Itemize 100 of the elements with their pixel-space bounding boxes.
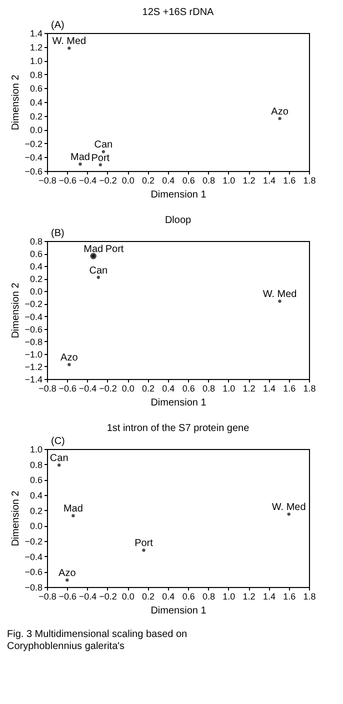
y-tick-label: 0.6	[30, 475, 42, 486]
x-tick-label: −0.2	[99, 176, 117, 186]
x-tick-label: 0.4	[162, 176, 175, 186]
point	[102, 150, 106, 154]
series-label: Azo	[271, 106, 289, 118]
y-tick-label: −0.4	[24, 552, 42, 562]
y-tick-label: 1.2	[30, 42, 42, 52]
x-tick-label: −0.8	[38, 592, 56, 602]
y-tick-label: 0.6	[30, 249, 42, 260]
y-axis-title: Dimension 2	[10, 490, 22, 546]
series-label: Port	[105, 244, 124, 256]
x-tick-label: 0.2	[142, 384, 155, 394]
point	[96, 276, 100, 279]
y-tick-label: −0.2	[24, 299, 42, 310]
y-tick-label: 1.4	[30, 28, 42, 38]
series-label: Mad	[84, 244, 104, 256]
x-tick-label: 1.2	[242, 384, 256, 394]
x-tick-label: 0.6	[182, 592, 195, 602]
x-tick-label: −0.6	[58, 592, 77, 602]
y-tick-label: −0.6	[24, 166, 42, 176]
x-tick-label: 0.0	[122, 592, 134, 602]
series-label: Mad	[70, 152, 90, 164]
x-tick-label: 1.0	[222, 384, 236, 394]
y-tick-label: 0.8	[30, 460, 42, 470]
point	[66, 578, 69, 582]
x-tick-label: 1.8	[303, 592, 316, 602]
x-tick-label: 0.8	[202, 176, 215, 186]
series-label: Azo	[58, 568, 76, 580]
x-tick-label: 1.6	[283, 176, 296, 186]
y-tick-label: 0.0	[30, 521, 42, 532]
caption: Fig. 3 Multidimensional scaling based on Coryphoblennius galerita's	[7, 629, 188, 652]
x-tick-label: 1.0	[222, 176, 236, 186]
point	[78, 162, 82, 166]
x-tick-label: 0.8	[202, 384, 215, 394]
y-tick-label: 0.4	[30, 490, 42, 500]
x-axis-title: Dimension 1	[150, 190, 207, 200]
y-tick-label: −0.6	[24, 567, 42, 578]
y-tick-label: 0.0	[30, 286, 42, 297]
point	[287, 512, 290, 516]
point	[72, 514, 75, 518]
series-label: Port	[91, 152, 110, 164]
x-tick-label: −0.8	[38, 176, 56, 186]
y-tick-label: −0.8	[24, 336, 42, 347]
text: (A)	[51, 20, 64, 31]
x-tick-label: −0.4	[78, 592, 97, 602]
point	[68, 46, 71, 50]
x-tick-label: −0.4	[78, 384, 97, 394]
y-tick-label: 0.2	[30, 111, 42, 122]
series-label: Can	[89, 265, 108, 276]
x-tick-label: 1.8	[303, 384, 316, 394]
x-tick-label: 1.2	[242, 176, 256, 186]
series-label: W. Med	[262, 289, 297, 300]
chart-title: 12S +16S rDNA	[142, 7, 214, 18]
series-label: Can	[50, 453, 68, 464]
x-tick-label: 1.0	[222, 592, 236, 602]
x-axis-title: Dimension 1	[150, 606, 207, 616]
x-tick-label: 0.6	[182, 176, 195, 186]
x-tick-label: −0.4	[78, 176, 97, 186]
x-tick-label: −0.6	[58, 384, 77, 394]
point	[68, 362, 71, 366]
y-tick-label: −0.4	[24, 312, 42, 322]
x-tick-label: −0.6	[58, 176, 77, 186]
y-tick-label: 0.8	[30, 70, 42, 80]
x-tick-label: 0.0	[122, 384, 134, 394]
chart-title: 1st intron of the S7 protein gene	[106, 423, 250, 434]
x-tick-label: 0.8	[202, 592, 215, 602]
x-tick-label: −0.8	[38, 384, 56, 394]
y-tick-label: 0.2	[30, 506, 42, 516]
y-tick-label: −1.0	[24, 349, 42, 360]
x-tick-label: 0.6	[182, 384, 195, 394]
text: (B)	[51, 228, 64, 239]
series-label: Azo	[60, 352, 78, 364]
x-tick-label: 1.4	[262, 176, 276, 186]
x-tick-label: 1.4	[262, 384, 276, 394]
y-tick-label: 1.0	[30, 444, 42, 454]
x-tick-label: 0.4	[162, 384, 175, 394]
y-tick-label: −0.8	[24, 582, 42, 592]
y-tick-label: −0.2	[24, 138, 42, 149]
x-tick-label: 1.6	[283, 384, 296, 394]
point	[98, 163, 102, 166]
y-tick-label: 0.0	[30, 125, 42, 136]
series-label: Mad	[63, 504, 83, 515]
y-tick-label: −0.6	[24, 324, 42, 334]
x-tick-label: 1.2	[242, 592, 256, 602]
x-tick-label: 0.4	[162, 592, 175, 602]
x-tick-label: −0.2	[99, 384, 117, 394]
x-tick-label: 0.2	[142, 176, 155, 186]
series-label: W. Med	[52, 36, 86, 48]
y-tick-label: −1.4	[24, 374, 42, 384]
x-tick-label: 1.8	[303, 176, 316, 186]
x-tick-label: 1.6	[283, 592, 296, 602]
point	[142, 548, 146, 552]
x-tick-label: −0.2	[99, 592, 117, 602]
y-tick-label: 0.4	[30, 262, 42, 272]
point	[278, 116, 282, 120]
y-tick-label: 0.2	[30, 274, 42, 284]
x-axis-title: Dimension 1	[150, 398, 207, 408]
y-tick-label: 1.0	[30, 56, 42, 66]
x-tick-label: 1.4	[262, 592, 276, 602]
y-tick-label: −1.2	[24, 362, 42, 372]
